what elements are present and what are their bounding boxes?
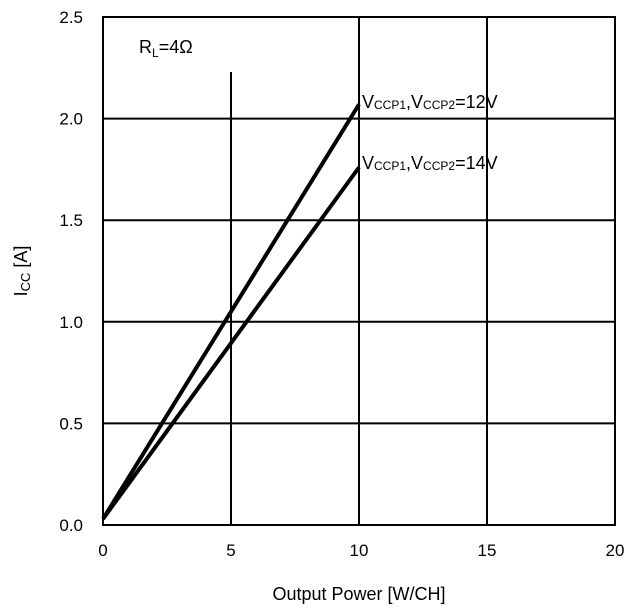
y-tick-label: 0.0 [59, 516, 83, 535]
y-tick-label: 1.0 [59, 313, 83, 332]
x-tick-label: 15 [478, 541, 497, 560]
tick-labels: 0 5 10 15 20 0.0 0.5 1.0 1.5 2.0 2.5 [59, 8, 624, 560]
y-tick-label: 2.5 [59, 8, 83, 27]
series-labels: VCCP1,VCCP2=12V VCCP1,VCCP2=14V [362, 92, 498, 173]
y-tick-label: 1.5 [59, 211, 83, 230]
y-tick-label: 2.0 [59, 110, 83, 129]
condition-label: RL=4Ω [139, 37, 193, 60]
condition-label-background [104, 18, 232, 72]
grid [103, 17, 615, 525]
x-axis-title: Output Power [W/CH] [272, 584, 445, 604]
series-label-2: VCCP1,VCCP2=14V [362, 153, 498, 173]
series-group [101, 103, 361, 521]
y-axis-title: ICC [A] [11, 246, 33, 297]
y-tick-label: 0.5 [59, 414, 83, 433]
plot-frame [102, 16, 616, 526]
series-line-2 [101, 166, 361, 521]
x-tick-label: 20 [606, 541, 625, 560]
series-label-1: VCCP1,VCCP2=12V [362, 92, 498, 112]
series-line-1 [101, 103, 361, 520]
x-tick-label: 10 [350, 541, 369, 560]
x-tick-label: 0 [98, 541, 107, 560]
x-tick-label: 5 [226, 541, 235, 560]
